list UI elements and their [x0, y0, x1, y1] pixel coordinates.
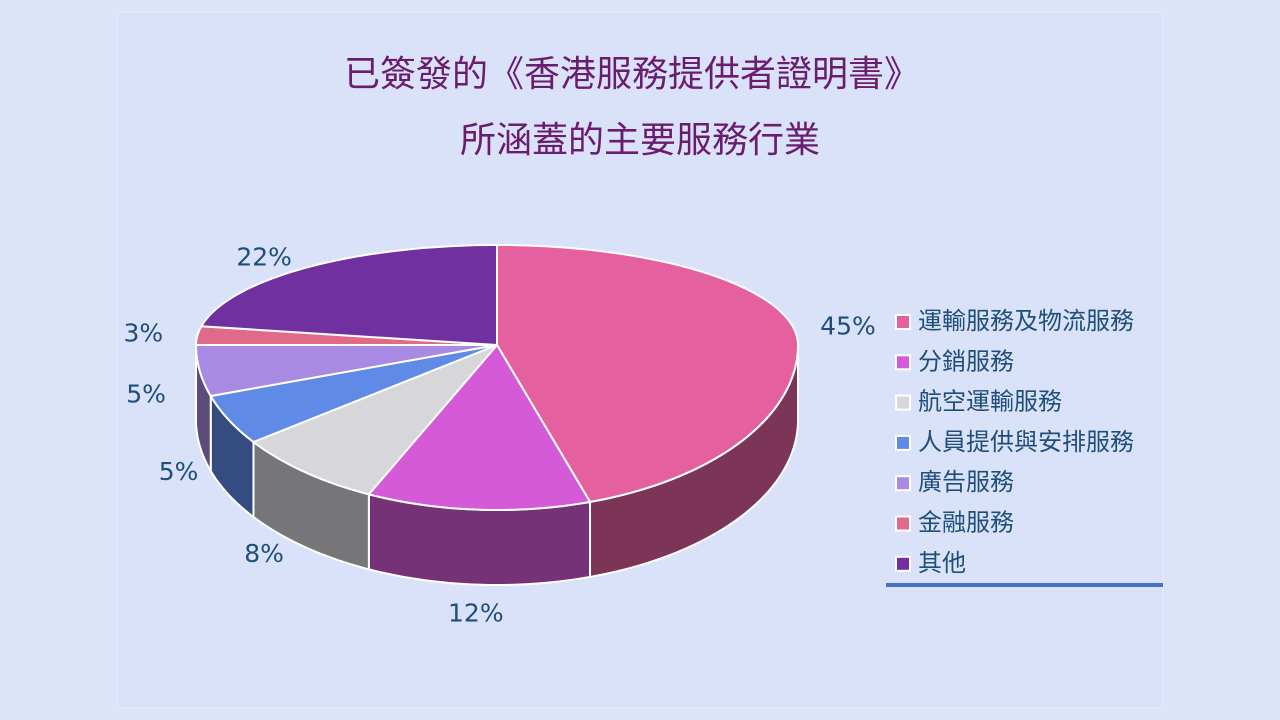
pie-slice	[194, 344, 498, 398]
legend-label: 金融服務	[918, 509, 1014, 537]
legend-label: 運輸服務及物流服務	[918, 307, 1134, 335]
value-label: 8%	[244, 539, 284, 568]
value-label: 22%	[236, 243, 292, 272]
pie-slice	[251, 344, 498, 496]
chart-title: 已簽發的《香港服務提供者證明書》	[344, 54, 920, 95]
pie-slice	[367, 343, 592, 511]
pie-slice	[209, 344, 498, 444]
legend-label: 廣告服務	[918, 468, 1014, 496]
legend-marker	[895, 314, 911, 330]
value-label: 5%	[159, 457, 199, 486]
value-label: 12%	[448, 598, 504, 627]
chart-subtitle: 所涵蓋的主要服務行業	[460, 120, 820, 161]
legend-marker	[895, 515, 911, 532]
legend-marker	[895, 394, 911, 411]
legend-marker	[895, 434, 911, 451]
legend-label: 人員提供與安排服務	[918, 428, 1134, 456]
legend-label: 分銷服務	[918, 347, 1014, 375]
legend-marker	[895, 555, 911, 572]
pie-slice	[199, 243, 498, 347]
legend-marker	[895, 475, 911, 492]
legend-marker	[895, 354, 911, 371]
legend-label: 其他	[918, 549, 966, 577]
value-label: 5%	[126, 380, 166, 409]
legend-label: 航空運輸服務	[918, 388, 1062, 416]
value-label: 45%	[820, 311, 876, 340]
value-label: 3%	[124, 318, 164, 347]
pie-slice	[496, 243, 799, 504]
